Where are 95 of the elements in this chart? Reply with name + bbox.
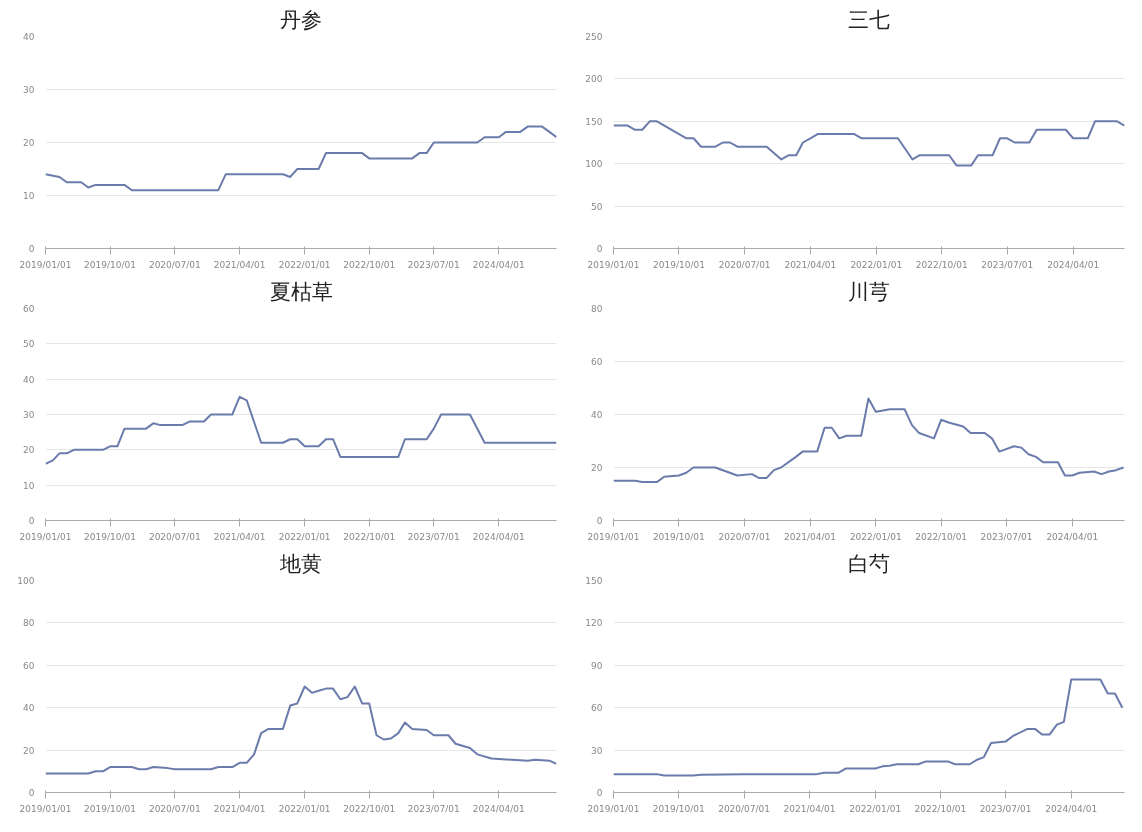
x-tick-label: 2024/04/01 (472, 803, 525, 814)
y-tick-label: 90 (591, 660, 603, 671)
y-tick-label: 60 (591, 357, 603, 367)
x-tick-label: 2019/01/01 (19, 259, 72, 270)
y-tick-label: 30 (591, 745, 603, 756)
x-tick-label: 2019/10/01 (84, 259, 136, 270)
x-tick-label: 2024/04/01 (1047, 259, 1100, 270)
x-tick-label: 2019/01/01 (587, 531, 640, 542)
chart-title: 白芍 (848, 551, 890, 576)
x-tick-label: 2023/07/01 (979, 803, 1032, 814)
x-tick-label: 2020/07/01 (148, 259, 201, 270)
x-tick-label: 2022/01/01 (849, 531, 902, 542)
line-series (45, 685, 557, 775)
x-tick-label: 2022/01/01 (850, 259, 903, 270)
x-tick-label: 2023/07/01 (981, 259, 1034, 270)
line-series (613, 120, 1125, 167)
y-tick-label: 30 (23, 410, 35, 420)
x-tick-label: 2019/10/01 (652, 531, 705, 542)
x-tick-label: 2020/07/01 (718, 803, 771, 814)
x-tick-label: 2022/10/01 (915, 531, 968, 542)
y-tick-label: 120 (585, 618, 603, 629)
y-tick-label: 0 (28, 516, 35, 526)
x-tick-label: 2022/01/01 (278, 803, 331, 814)
x-tick-label: 2020/07/01 (718, 259, 771, 270)
y-tick-label: 60 (23, 304, 35, 314)
y-tick-label: 20 (23, 745, 35, 756)
x-tick-label: 2024/04/01 (472, 531, 525, 542)
y-tick-label: 80 (23, 618, 35, 629)
y-tick-label: 100 (17, 576, 35, 586)
x-tick-label: 2021/04/01 (213, 259, 266, 270)
y-tick-label: 80 (591, 304, 603, 314)
y-tick-label: 40 (23, 32, 35, 42)
x-tick-label: 2022/10/01 (914, 803, 967, 814)
x-tick-label: 2019/01/01 (587, 803, 640, 814)
y-tick-label: 0 (28, 788, 35, 798)
y-tick-label: 0 (596, 516, 603, 526)
y-tick-label: 30 (23, 85, 35, 95)
x-tick-label: 2020/07/01 (718, 531, 771, 542)
x-tick-label: 2021/04/01 (213, 531, 266, 542)
x-tick-label: 2022/10/01 (343, 531, 396, 542)
x-tick-label: 2021/04/01 (213, 803, 266, 814)
chart-title: 地黄 (279, 551, 322, 576)
y-tick-label: 100 (585, 159, 603, 170)
x-tick-label: 2019/01/01 (19, 803, 72, 814)
x-tick-label: 2021/04/01 (784, 531, 836, 542)
x-tick-label: 2022/01/01 (278, 259, 331, 270)
chart-title: 夏枯草 (269, 279, 333, 304)
line-series (613, 678, 1124, 777)
y-tick-label: 40 (23, 374, 35, 385)
line-series (45, 125, 557, 192)
x-tick-label: 2019/10/01 (84, 531, 136, 542)
y-tick-label: 150 (585, 576, 603, 586)
y-tick-label: 20 (591, 463, 603, 473)
x-tick-label: 2020/07/01 (148, 803, 201, 814)
x-tick-label: 2022/10/01 (343, 259, 396, 270)
x-tick-label: 2021/04/01 (783, 803, 836, 814)
x-tick-label: 2019/10/01 (652, 803, 705, 814)
x-tick-label: 2022/10/01 (915, 259, 968, 270)
chart-title: 三七 (848, 7, 890, 32)
x-tick-label: 2019/10/01 (84, 803, 136, 814)
y-tick-label: 60 (591, 703, 603, 714)
y-tick-label: 0 (596, 244, 603, 254)
y-tick-label: 40 (23, 703, 35, 714)
x-tick-label: 2022/01/01 (278, 531, 331, 542)
x-tick-label: 2023/07/01 (407, 803, 460, 814)
x-tick-label: 2020/07/01 (148, 531, 201, 542)
y-tick-label: 10 (23, 191, 35, 201)
y-tick-label: 60 (23, 660, 35, 671)
y-tick-label: 200 (585, 74, 603, 85)
y-tick-label: 0 (596, 788, 603, 798)
x-tick-label: 2023/07/01 (980, 531, 1033, 542)
y-tick-label: 40 (591, 410, 603, 420)
y-tick-label: 20 (23, 445, 35, 456)
x-tick-label: 2023/07/01 (407, 259, 460, 270)
chart-title: 川芎 (848, 279, 890, 304)
x-tick-label: 2024/04/01 (1046, 531, 1099, 542)
x-tick-label: 2024/04/01 (1045, 803, 1098, 814)
y-tick-label: 0 (28, 244, 35, 254)
x-tick-label: 2019/10/01 (653, 259, 705, 270)
y-tick-label: 250 (585, 32, 603, 42)
x-tick-label: 2024/04/01 (472, 259, 525, 270)
y-tick-label: 10 (23, 480, 35, 491)
x-tick-label: 2022/10/01 (343, 803, 396, 814)
x-tick-label: 2021/04/01 (784, 259, 837, 270)
y-tick-label: 20 (23, 138, 35, 148)
x-tick-label: 2019/01/01 (587, 259, 640, 270)
x-tick-label: 2023/07/01 (407, 531, 460, 542)
line-series (613, 397, 1125, 484)
y-tick-label: 50 (23, 339, 35, 350)
x-tick-label: 2019/01/01 (19, 531, 72, 542)
chart-title: 丹参 (280, 7, 322, 32)
x-tick-label: 2022/01/01 (849, 803, 902, 814)
y-tick-label: 50 (591, 201, 603, 212)
y-tick-label: 150 (585, 116, 603, 127)
line-series (45, 395, 557, 465)
